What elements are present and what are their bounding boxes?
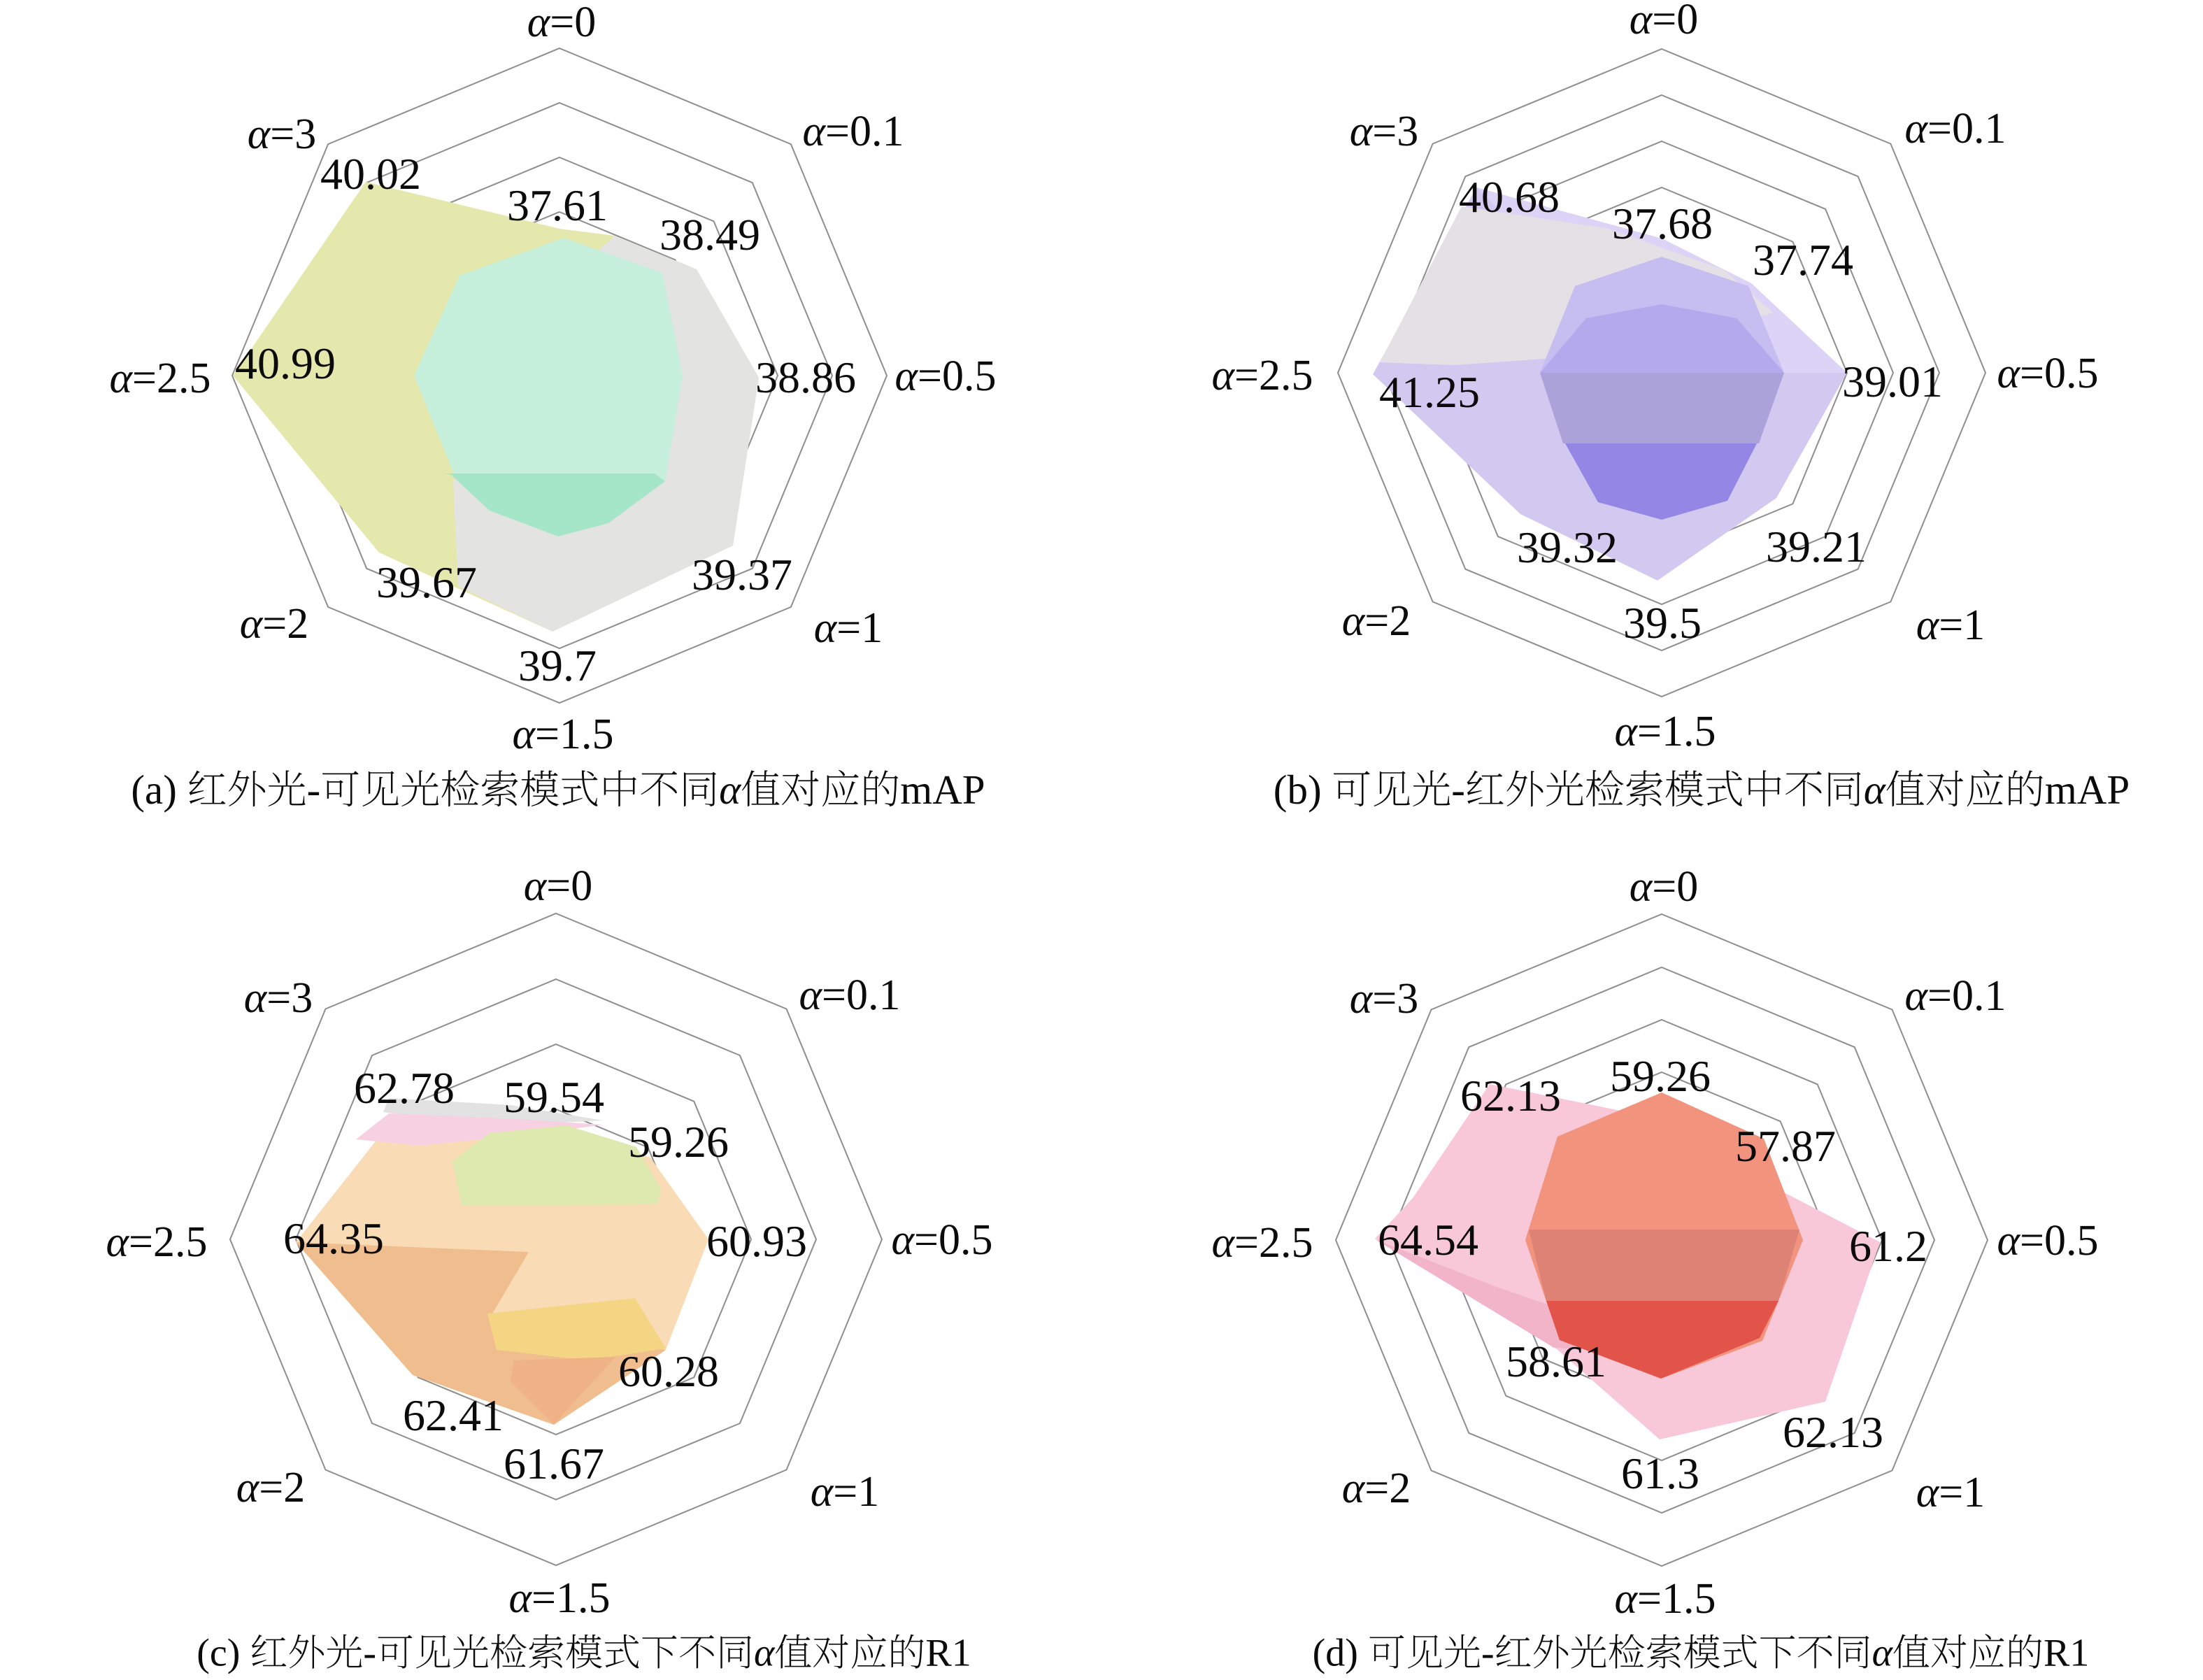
svg-text:37.61: 37.61 bbox=[507, 180, 608, 230]
svg-text:39.01: 39.01 bbox=[1842, 357, 1943, 406]
svg-text:60.93: 60.93 bbox=[706, 1216, 807, 1266]
svg-text:α=2: α=2 bbox=[236, 1464, 306, 1511]
svg-text:39.67: 39.67 bbox=[376, 557, 477, 607]
svg-text:α=1.5: α=1.5 bbox=[508, 1574, 610, 1622]
svg-text:40.68: 40.68 bbox=[1459, 172, 1560, 222]
svg-text:α=0.5: α=0.5 bbox=[894, 353, 996, 400]
svg-text:mAP: mAP bbox=[2045, 767, 2130, 813]
svg-text:α=0.5: α=0.5 bbox=[1997, 1217, 2098, 1265]
svg-text:-: - bbox=[307, 767, 321, 813]
svg-text:α: α bbox=[719, 767, 741, 813]
svg-text:39.5: 39.5 bbox=[1623, 598, 1702, 648]
svg-text:39.32: 39.32 bbox=[1517, 522, 1618, 572]
svg-text:α=2.5: α=2.5 bbox=[1211, 352, 1313, 399]
svg-text:(b): (b) bbox=[1274, 767, 1322, 813]
svg-text:62.78: 62.78 bbox=[354, 1063, 455, 1113]
svg-text:α=3: α=3 bbox=[1350, 975, 1419, 1023]
svg-text:57.87: 57.87 bbox=[1735, 1121, 1836, 1171]
svg-text:α=0: α=0 bbox=[524, 862, 593, 910]
svg-text:α=0: α=0 bbox=[1630, 863, 1699, 911]
svg-text:40.99: 40.99 bbox=[235, 339, 336, 388]
svg-text:39.37: 39.37 bbox=[692, 550, 792, 599]
svg-text:64.35: 64.35 bbox=[283, 1213, 384, 1263]
svg-text:59.26: 59.26 bbox=[628, 1117, 729, 1167]
svg-text:38.49: 38.49 bbox=[660, 210, 760, 259]
svg-text:59.26: 59.26 bbox=[1610, 1051, 1711, 1101]
svg-text:α=1: α=1 bbox=[814, 604, 883, 652]
svg-text:α=3: α=3 bbox=[244, 974, 313, 1022]
svg-text:α=0: α=0 bbox=[527, 0, 597, 46]
svg-text:α=1.5: α=1.5 bbox=[1614, 708, 1716, 755]
svg-text:α=1: α=1 bbox=[1916, 601, 1985, 649]
svg-text:-: - bbox=[1451, 767, 1465, 813]
svg-text:(d): (d) bbox=[1313, 1632, 1358, 1675]
svg-text:41.25: 41.25 bbox=[1379, 367, 1480, 417]
svg-text:58.61: 58.61 bbox=[1506, 1337, 1606, 1386]
svg-text:38.86: 38.86 bbox=[755, 353, 856, 402]
svg-text:α: α bbox=[1872, 1632, 1894, 1675]
svg-text:mAP: mAP bbox=[900, 767, 985, 813]
svg-text:37.74: 37.74 bbox=[1753, 235, 1853, 285]
svg-text:α=1.5: α=1.5 bbox=[512, 711, 613, 758]
svg-text:α=3: α=3 bbox=[1350, 108, 1419, 155]
svg-text:α=0.1: α=0.1 bbox=[1904, 972, 2006, 1020]
svg-text:α=0.1: α=0.1 bbox=[802, 108, 904, 155]
svg-text:α=1: α=1 bbox=[811, 1468, 880, 1516]
svg-text:α=0.5: α=0.5 bbox=[891, 1216, 992, 1264]
svg-text:-: - bbox=[1481, 1632, 1495, 1675]
svg-text:α=0.1: α=0.1 bbox=[1904, 105, 2006, 152]
svg-text:62.13: 62.13 bbox=[1460, 1071, 1561, 1120]
svg-text:60.28: 60.28 bbox=[618, 1346, 719, 1396]
svg-text:39.21: 39.21 bbox=[1766, 522, 1867, 571]
svg-text:64.54: 64.54 bbox=[1378, 1215, 1478, 1265]
svg-text:α=1.5: α=1.5 bbox=[1614, 1575, 1716, 1623]
svg-text:α=2.5: α=2.5 bbox=[109, 355, 211, 402]
svg-text:61.3: 61.3 bbox=[1621, 1448, 1699, 1498]
svg-text:39.7: 39.7 bbox=[518, 641, 597, 690]
svg-text:62.41: 62.41 bbox=[403, 1390, 504, 1440]
svg-text:α: α bbox=[1864, 767, 1886, 813]
svg-text:62.13: 62.13 bbox=[1783, 1407, 1883, 1457]
svg-text:α=0: α=0 bbox=[1630, 0, 1699, 43]
svg-text:α=0.1: α=0.1 bbox=[799, 971, 900, 1019]
svg-text:α=2: α=2 bbox=[240, 600, 309, 648]
svg-text:α=2: α=2 bbox=[1342, 1465, 1411, 1512]
svg-text:-: - bbox=[363, 1632, 376, 1675]
svg-text:R1: R1 bbox=[2044, 1632, 2089, 1675]
svg-text:(c): (c) bbox=[197, 1632, 240, 1675]
svg-text:59.54: 59.54 bbox=[504, 1072, 604, 1122]
svg-text:α=1: α=1 bbox=[1916, 1469, 1985, 1516]
svg-text:α=2.5: α=2.5 bbox=[1211, 1219, 1313, 1267]
svg-text:α=2: α=2 bbox=[1342, 597, 1411, 645]
svg-text:α: α bbox=[754, 1632, 776, 1675]
svg-text:(a): (a) bbox=[131, 767, 176, 813]
svg-text:61.2: 61.2 bbox=[1849, 1221, 1927, 1271]
svg-text:37.68: 37.68 bbox=[1612, 199, 1713, 248]
svg-text:α=3: α=3 bbox=[248, 111, 317, 158]
svg-text:40.02: 40.02 bbox=[320, 149, 421, 199]
svg-text:α=0.5: α=0.5 bbox=[1997, 350, 2098, 397]
svg-text:61.67: 61.67 bbox=[504, 1439, 604, 1488]
svg-text:α=2.5: α=2.5 bbox=[106, 1218, 207, 1266]
svg-text:R1: R1 bbox=[925, 1632, 971, 1675]
